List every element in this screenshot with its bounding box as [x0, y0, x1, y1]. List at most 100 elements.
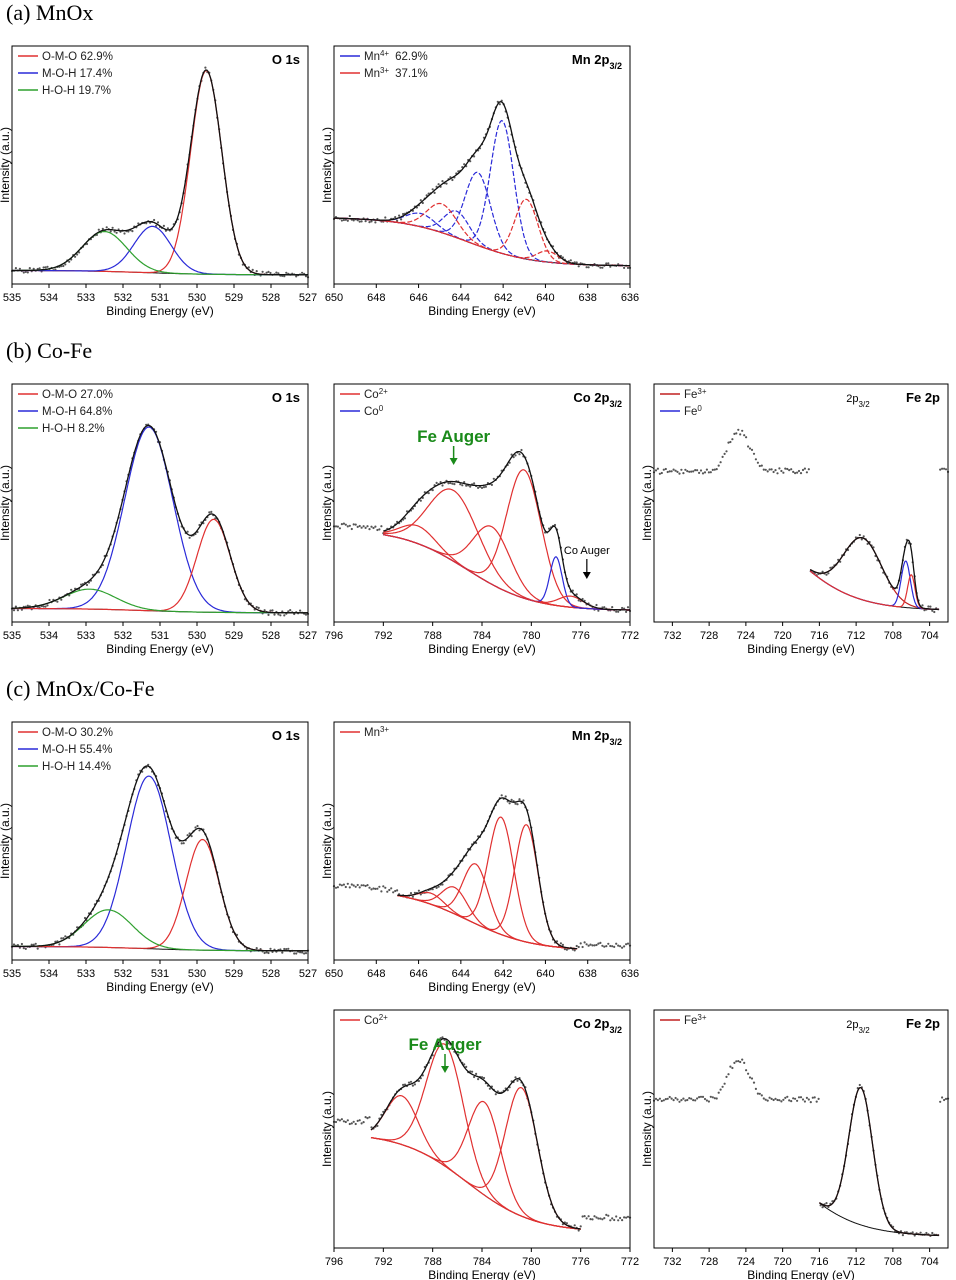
x-tick-label: 788: [423, 630, 441, 642]
data-point: [821, 570, 824, 573]
data-point: [591, 1218, 594, 1221]
data-point: [419, 893, 422, 896]
data-point: [796, 1099, 799, 1102]
data-point: [427, 492, 430, 495]
data-point: [70, 588, 73, 591]
data-point: [707, 1100, 710, 1103]
component-peak: [334, 212, 630, 267]
component-peak: [12, 518, 308, 614]
data-point: [277, 272, 280, 275]
data-point: [304, 613, 308, 616]
x-tick-label: 728: [700, 630, 718, 642]
data-point: [743, 1061, 746, 1064]
data-point: [601, 266, 604, 269]
data-point: [58, 943, 61, 946]
data-point: [563, 948, 566, 951]
data-point: [370, 220, 373, 223]
data-point: [269, 609, 272, 612]
data-point: [56, 600, 59, 603]
data-point: [615, 1215, 618, 1218]
data-point: [595, 603, 598, 607]
data-point: [251, 268, 254, 271]
data-point: [585, 943, 588, 946]
data-point: [64, 935, 67, 938]
data-point: [603, 945, 606, 948]
data-point: [913, 1234, 916, 1237]
data-point: [340, 1118, 343, 1121]
data-point: [364, 884, 367, 888]
data-point: [42, 605, 45, 608]
data-point: [778, 467, 781, 470]
data-point: [694, 1099, 697, 1102]
fe-auger-label: Fe Auger: [417, 427, 490, 446]
fe-auger-arrowhead: [441, 1066, 449, 1073]
legend-label: Mn4+ 62.9%: [364, 49, 428, 64]
data-point: [577, 945, 580, 949]
data-point: [461, 166, 464, 169]
data-point: [656, 1099, 659, 1102]
component-peak: [12, 70, 308, 276]
data-point: [585, 266, 588, 269]
data-point: [719, 1088, 722, 1091]
plot-frame: [11, 45, 309, 285]
data-point: [805, 471, 808, 474]
data-point: [36, 947, 39, 950]
data-point: [30, 943, 33, 946]
peak-label: 2p3/2: [846, 1019, 870, 1035]
data-point: [597, 942, 600, 945]
x-tick-label: 784: [473, 630, 491, 642]
data-point: [348, 214, 351, 218]
data-point: [662, 1099, 665, 1102]
data-point: [482, 486, 486, 489]
data-point: [396, 889, 399, 892]
envelope-line: [370, 1037, 581, 1230]
data-point: [44, 266, 47, 269]
data-points: [10, 423, 310, 617]
data-point: [670, 1097, 673, 1100]
y-axis-label: Intensity (a.u.): [320, 127, 334, 203]
data-point: [737, 428, 740, 431]
data-point: [346, 1119, 349, 1122]
data-point: [465, 484, 468, 487]
data-point: [263, 951, 266, 955]
data-point: [615, 942, 618, 945]
data-point: [255, 606, 258, 609]
data-point: [794, 472, 797, 475]
data-point: [799, 1096, 803, 1099]
x-tick-label: 704: [920, 1256, 938, 1268]
data-point: [621, 946, 624, 949]
data-point: [421, 201, 424, 205]
data-point: [463, 1063, 466, 1066]
data-point: [688, 470, 691, 473]
data-point: [85, 242, 89, 246]
data-point: [715, 468, 718, 471]
data-point: [520, 448, 523, 452]
data-point: [733, 1061, 736, 1064]
data-point: [688, 1097, 691, 1100]
data-point: [182, 842, 185, 845]
legend-label: M-O-H 64.8%: [42, 406, 112, 418]
data-point: [342, 522, 345, 525]
x-tick-label: 712: [847, 1256, 865, 1268]
data-point: [364, 220, 367, 223]
x-tick-label: 636: [621, 292, 639, 304]
data-point: [500, 794, 503, 797]
data-point: [797, 469, 801, 473]
data-point: [701, 1095, 705, 1098]
data-point: [279, 614, 282, 617]
data-point: [766, 470, 769, 473]
data-point: [350, 883, 353, 886]
data-point: [403, 517, 407, 520]
data-point: [111, 226, 114, 229]
data-point: [293, 612, 296, 616]
data-point: [473, 482, 476, 485]
data-point: [748, 447, 752, 450]
component-peak: [12, 426, 308, 614]
data-point: [662, 468, 665, 471]
chart-fe2p-mnox-cofe: 732 728 724 720 716 712 708 704 Binding Energy (…: [640, 1009, 950, 1280]
x-tick-label: 638: [579, 968, 597, 980]
x-tick-label: 796: [325, 630, 343, 642]
data-point: [575, 944, 578, 948]
data-point: [613, 1218, 616, 1222]
data-point: [696, 469, 699, 472]
